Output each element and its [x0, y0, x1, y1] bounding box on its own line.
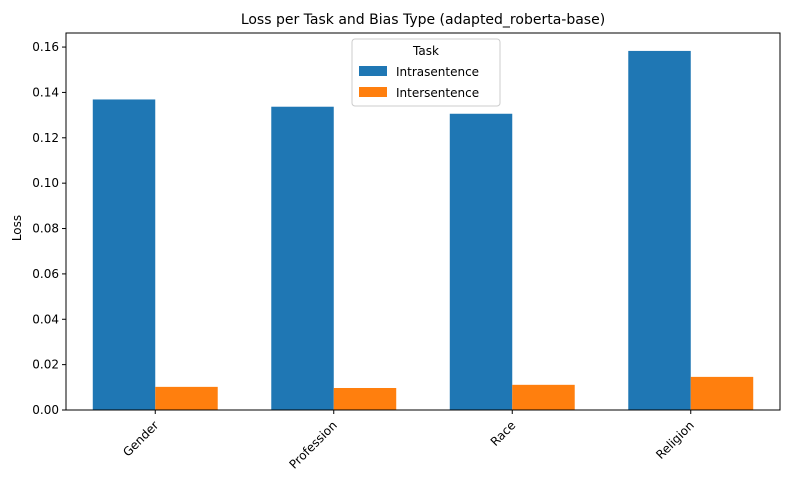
- bar-intrasentence-profession: [271, 106, 334, 410]
- y-tick-label: 0.12: [32, 131, 59, 145]
- y-axis-label: Loss: [10, 215, 24, 241]
- bar-intersentence-profession: [333, 387, 397, 410]
- y-tick-label: 0.00: [32, 403, 59, 417]
- y-tick-label: 0.06: [32, 267, 59, 281]
- chart-title: Loss per Task and Bias Type (adapted_rob…: [241, 12, 605, 28]
- bar-intersentence-religion: [690, 376, 754, 410]
- bar-intrasentence-gender: [92, 99, 156, 410]
- x-tick-label: Race: [488, 418, 519, 449]
- x-tick-label: Profession: [287, 418, 340, 471]
- y-tick-label: 0.02: [32, 358, 59, 372]
- legend-swatch: [359, 66, 387, 76]
- y-tick-label: 0.04: [32, 312, 59, 326]
- bars-layer: [92, 50, 754, 411]
- bar-intrasentence-race: [449, 113, 513, 411]
- bar-intrasentence-religion: [628, 50, 691, 410]
- y-axis: 0.00 0.02 0.04 0.06 0.08 0.10 0.12 0.14 0.16: [32, 40, 66, 417]
- bar-intersentence-gender: [155, 386, 218, 410]
- x-tick-label: Religion: [653, 418, 697, 462]
- bar-intersentence-race: [512, 384, 575, 410]
- legend-label: Intrasentence: [396, 65, 479, 79]
- y-tick-label: 0.08: [32, 222, 59, 236]
- legend: Task Intrasentence Intersentence: [351, 38, 501, 107]
- plot-frame: [65, 32, 781, 411]
- legend-box: [351, 38, 501, 107]
- y-tick-label: 0.14: [32, 85, 59, 99]
- legend-title: Task: [412, 44, 439, 58]
- legend-label: Intersentence: [396, 86, 479, 100]
- y-tick-label: 0.10: [32, 176, 59, 190]
- x-axis: Gender Profession Race Religion: [120, 410, 697, 472]
- x-tick-label: Gender: [120, 418, 161, 459]
- legend-items: Intrasentence Intersentence: [359, 65, 479, 100]
- legend-swatch: [359, 87, 387, 97]
- y-tick-label: 0.16: [32, 40, 59, 54]
